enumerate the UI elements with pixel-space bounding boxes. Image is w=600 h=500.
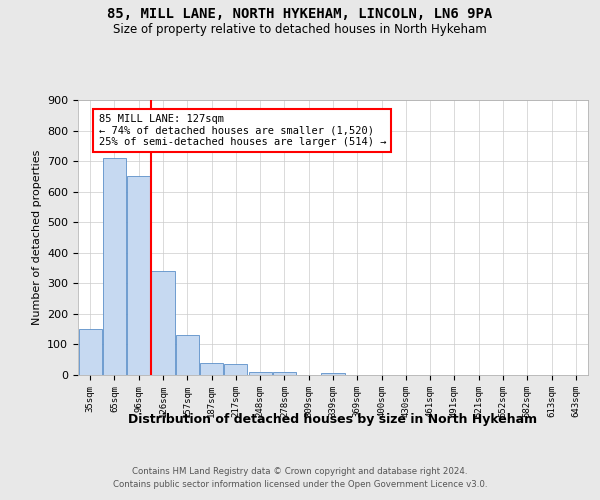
Text: Contains HM Land Registry data © Crown copyright and database right 2024.: Contains HM Land Registry data © Crown c… [132, 468, 468, 476]
Text: Size of property relative to detached houses in North Hykeham: Size of property relative to detached ho… [113, 22, 487, 36]
Text: 85, MILL LANE, NORTH HYKEHAM, LINCOLN, LN6 9PA: 85, MILL LANE, NORTH HYKEHAM, LINCOLN, L… [107, 8, 493, 22]
Bar [322, 372, 344, 375]
Bar [127, 176, 150, 375]
Text: 85 MILL LANE: 127sqm
← 74% of detached houses are smaller (1,520)
25% of semi-de: 85 MILL LANE: 127sqm ← 74% of detached h… [98, 114, 386, 147]
Text: Contains public sector information licensed under the Open Government Licence v3: Contains public sector information licen… [113, 480, 487, 489]
Bar [248, 372, 272, 375]
Y-axis label: Number of detached properties: Number of detached properties [32, 150, 41, 325]
Bar [273, 372, 296, 375]
Bar [176, 336, 199, 375]
Bar [103, 158, 126, 375]
Bar [151, 271, 175, 375]
Bar [79, 329, 101, 375]
Bar [224, 364, 247, 375]
Bar [200, 363, 223, 375]
Text: Distribution of detached houses by size in North Hykeham: Distribution of detached houses by size … [128, 412, 538, 426]
